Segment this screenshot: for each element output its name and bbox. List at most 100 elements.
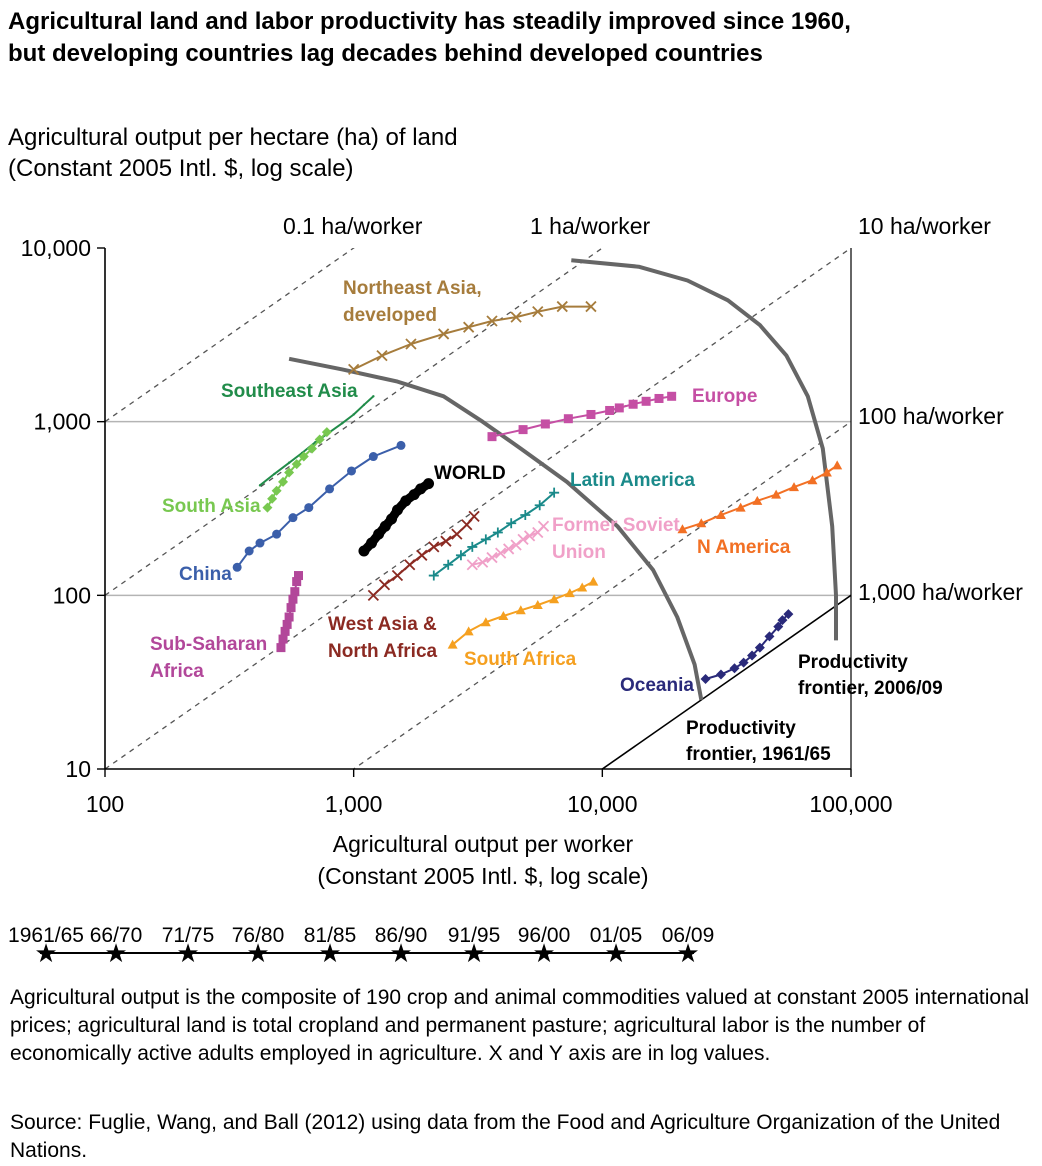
data-point <box>752 495 763 505</box>
series-line <box>704 613 790 680</box>
data-point <box>405 338 417 350</box>
data-point <box>415 483 427 495</box>
timeline-period-label: 66/70 <box>90 924 143 947</box>
frontier-curve <box>571 258 838 641</box>
series-northeast-asia-developed <box>348 300 597 376</box>
data-point <box>735 502 746 512</box>
series-oceania <box>700 609 794 684</box>
data-point <box>284 612 294 622</box>
timeline-period-label: 81/85 <box>304 924 357 947</box>
timeline-star-icon: ★ <box>604 938 627 968</box>
data-point <box>534 500 545 511</box>
y-tick-label: 10,000 <box>21 235 91 261</box>
data-point <box>586 409 596 419</box>
data-point <box>348 363 360 376</box>
frontier-curve <box>288 356 704 701</box>
data-point <box>463 626 474 636</box>
data-point <box>294 571 304 581</box>
ha-worker-line <box>105 248 604 596</box>
data-point <box>518 425 528 435</box>
data-point <box>556 300 568 313</box>
ha-worker-label: 1,000 ha/worker <box>858 579 1023 605</box>
series-label: WORLD <box>434 463 506 484</box>
series-label: Sub-Saharan <box>150 634 267 655</box>
data-point <box>352 413 355 416</box>
timeline-period-label: 06/09 <box>662 924 715 947</box>
data-point <box>764 631 775 642</box>
data-point <box>400 495 412 507</box>
data-point <box>641 396 651 406</box>
y-tick-label: 1,000 <box>33 409 91 435</box>
source-note: Source: Fuglie, Wang, and Ball (2012) us… <box>10 1111 1001 1162</box>
data-point <box>287 461 291 464</box>
series-line <box>352 305 592 371</box>
data-point <box>373 528 385 540</box>
data-point <box>486 551 498 564</box>
x-axis-title-line-1: Agricultural output per worker <box>333 831 634 857</box>
data-point <box>628 399 638 409</box>
data-point <box>614 403 624 413</box>
data-point <box>272 529 282 539</box>
x-tick-label: 100,000 <box>809 791 892 817</box>
timeline-star-icon: ★ <box>532 938 555 968</box>
data-point <box>515 605 526 615</box>
data-point <box>789 482 800 492</box>
data-point <box>276 643 286 653</box>
data-point <box>267 493 278 504</box>
data-point <box>747 650 758 661</box>
timeline-period-label: 1961/65 <box>8 924 84 947</box>
data-point <box>362 403 366 407</box>
data-point <box>428 541 440 553</box>
series-label: Northeast Asia, <box>343 278 482 299</box>
data-point <box>667 391 677 401</box>
series-label: Union <box>552 542 606 563</box>
data-point <box>532 599 543 609</box>
data-point <box>346 466 356 476</box>
data-point <box>466 559 478 571</box>
ha-worker-line <box>600 594 851 769</box>
data-point <box>404 559 416 571</box>
y-axis-title: Agricultural output per hectare (ha) of … <box>8 122 458 184</box>
data-point <box>416 549 428 561</box>
data-point <box>307 443 318 454</box>
series-south-asia <box>262 427 332 513</box>
y-axis-title-line-1: Agricultural output per hectare (ha) of … <box>8 124 458 151</box>
data-point <box>304 503 314 513</box>
data-point <box>232 562 242 572</box>
series-europe <box>487 391 677 442</box>
timeline-star-icon: ★ <box>176 938 199 968</box>
series-label: Former Soviet <box>552 515 680 536</box>
data-point <box>503 543 515 555</box>
data-point <box>549 487 560 498</box>
data-point <box>372 395 375 398</box>
data-point <box>376 350 388 362</box>
timeline-star-icon: ★ <box>676 938 699 968</box>
data-point <box>290 587 300 597</box>
data-point <box>451 528 463 540</box>
data-point <box>271 485 282 496</box>
data-point <box>729 663 740 674</box>
series-n-america <box>677 460 843 534</box>
data-point <box>523 530 536 542</box>
ha-worker-label: 10 ha/worker <box>858 213 991 239</box>
series-line <box>432 491 556 577</box>
data-point <box>467 541 478 552</box>
data-point <box>832 460 843 470</box>
data-point <box>379 520 391 532</box>
productivity-chart: 0.1 ha/worker 1 ha/worker 10 ha/worker 100 … <box>8 213 1023 968</box>
data-point <box>255 538 265 548</box>
data-point <box>738 657 749 668</box>
data-point <box>537 520 550 532</box>
ha-worker-line <box>352 421 851 769</box>
series-latin-america <box>428 487 560 581</box>
timeline-star-icon: ★ <box>462 938 485 968</box>
timeline-star-icon: ★ <box>104 938 127 968</box>
data-point <box>577 582 588 592</box>
series-label: Latin America <box>570 470 695 491</box>
chart-title: Agricultural land and labor productivity… <box>8 6 1038 70</box>
data-point <box>262 502 273 513</box>
data-point <box>298 451 309 462</box>
data-point <box>480 534 491 545</box>
series-label: Oceania <box>620 675 694 696</box>
data-point <box>510 311 522 323</box>
